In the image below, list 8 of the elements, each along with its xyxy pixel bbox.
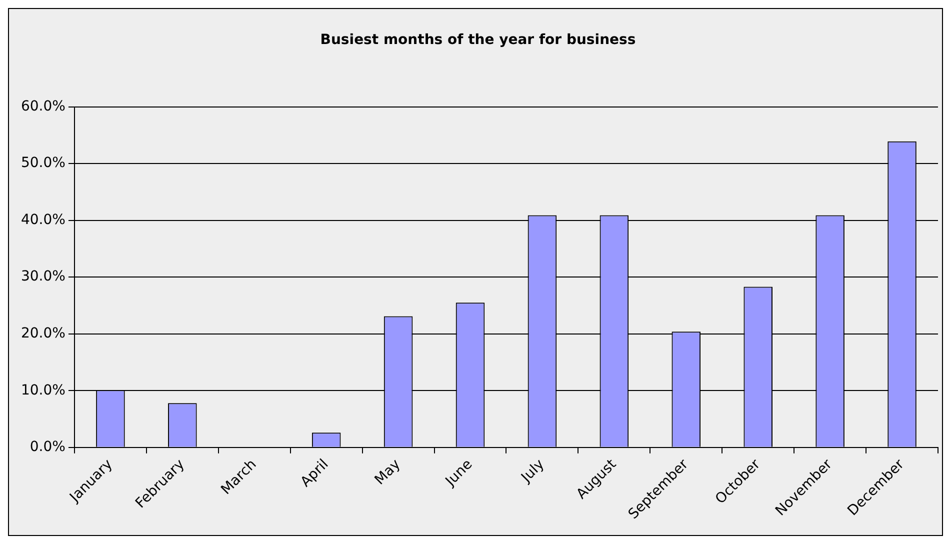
y-tick-label: 30.0%: [20, 268, 66, 285]
y-tick-label: 0.0%: [30, 439, 66, 456]
chart-title: Busiest months of the year for business: [320, 32, 636, 48]
y-tick-label: 20.0%: [20, 326, 66, 342]
y-tick-label: 40.0%: [20, 212, 66, 228]
y-tick-label: 50.0%: [20, 155, 66, 172]
y-tick-label: 60.0%: [20, 98, 66, 114]
y-tick-label: 10.0%: [20, 382, 66, 398]
